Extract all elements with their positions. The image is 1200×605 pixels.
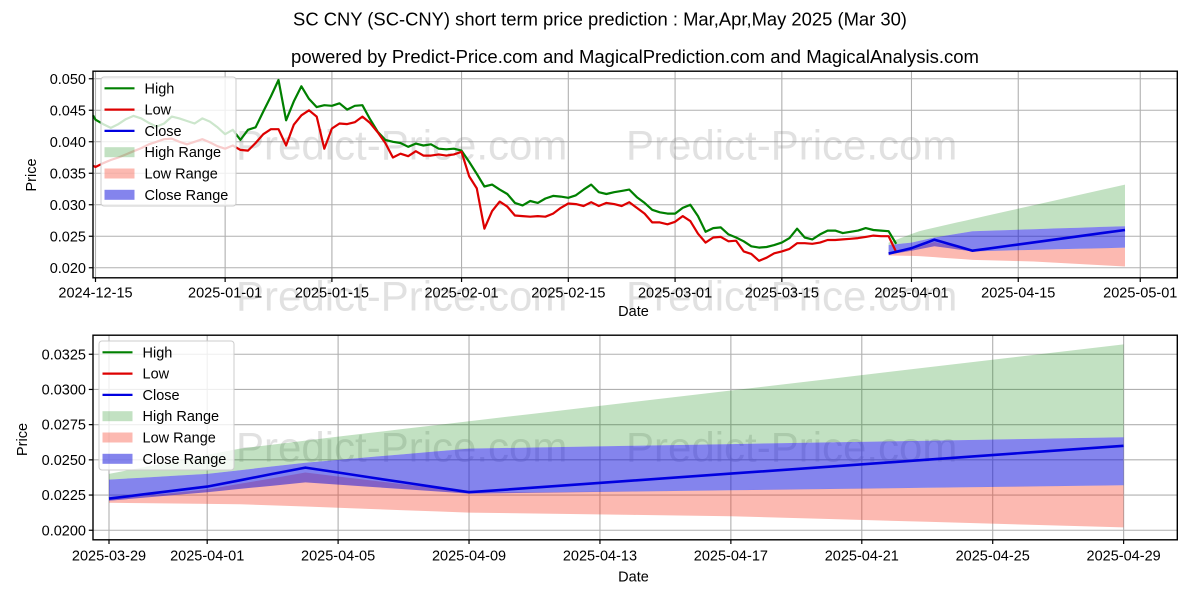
svg-text:0.030: 0.030 bbox=[50, 198, 86, 214]
svg-text:2025-05-01: 2025-05-01 bbox=[1103, 286, 1177, 302]
svg-text:2024-12-15: 2024-12-15 bbox=[58, 286, 132, 302]
svg-text:SC CNY (SC-CNY) short term pri: SC CNY (SC-CNY) short term price predict… bbox=[293, 9, 907, 30]
svg-text:0.0250: 0.0250 bbox=[42, 453, 86, 469]
svg-text:2025-03-01: 2025-03-01 bbox=[638, 286, 712, 302]
svg-text:2025-04-21: 2025-04-21 bbox=[825, 549, 899, 565]
svg-text:0.0325: 0.0325 bbox=[42, 347, 86, 363]
svg-text:0.045: 0.045 bbox=[50, 103, 86, 119]
svg-text:Close Range: Close Range bbox=[143, 452, 227, 468]
svg-text:Predict-Price.com: Predict-Price.com bbox=[236, 273, 567, 320]
svg-text:Price: Price bbox=[24, 158, 40, 191]
svg-text:powered by Predict-Price.com a: powered by Predict-Price.com and Magical… bbox=[291, 46, 979, 67]
svg-text:Close Range: Close Range bbox=[145, 188, 229, 204]
svg-text:2025-02-15: 2025-02-15 bbox=[531, 286, 605, 302]
svg-text:High: High bbox=[145, 81, 175, 97]
svg-text:0.0225: 0.0225 bbox=[42, 488, 86, 504]
svg-text:2025-01-01: 2025-01-01 bbox=[188, 286, 262, 302]
svg-text:Date: Date bbox=[618, 570, 649, 586]
svg-text:0.025: 0.025 bbox=[50, 229, 86, 245]
svg-text:Close: Close bbox=[143, 388, 180, 404]
svg-text:2025-04-29: 2025-04-29 bbox=[1087, 549, 1161, 565]
svg-text:Date: Date bbox=[618, 304, 649, 320]
svg-text:Low: Low bbox=[143, 367, 170, 383]
svg-text:2025-04-17: 2025-04-17 bbox=[694, 549, 768, 565]
svg-text:0.050: 0.050 bbox=[50, 72, 86, 88]
svg-text:2025-04-13: 2025-04-13 bbox=[563, 549, 637, 565]
svg-text:Low Range: Low Range bbox=[145, 167, 218, 183]
svg-text:High Range: High Range bbox=[145, 145, 222, 161]
svg-text:High: High bbox=[143, 345, 173, 361]
svg-text:Predict-Price.com: Predict-Price.com bbox=[626, 273, 957, 320]
svg-text:Price: Price bbox=[15, 423, 31, 456]
svg-text:2025-04-25: 2025-04-25 bbox=[956, 549, 1030, 565]
svg-text:0.020: 0.020 bbox=[50, 261, 86, 277]
svg-text:0.0300: 0.0300 bbox=[42, 382, 86, 398]
svg-text:2025-02-01: 2025-02-01 bbox=[424, 286, 498, 302]
svg-text:2025-04-15: 2025-04-15 bbox=[981, 286, 1055, 302]
svg-text:0.035: 0.035 bbox=[50, 166, 86, 182]
svg-text:2025-03-29: 2025-03-29 bbox=[72, 549, 146, 565]
svg-text:Low: Low bbox=[145, 103, 172, 119]
svg-text:2025-01-15: 2025-01-15 bbox=[295, 286, 369, 302]
svg-text:0.0275: 0.0275 bbox=[42, 418, 86, 434]
svg-text:2025-04-01: 2025-04-01 bbox=[170, 549, 244, 565]
svg-text:2025-04-01: 2025-04-01 bbox=[874, 286, 948, 302]
svg-text:High Range: High Range bbox=[143, 409, 220, 425]
svg-text:Predict-Price.com: Predict-Price.com bbox=[626, 122, 957, 169]
svg-text:Close: Close bbox=[145, 124, 182, 140]
svg-text:2025-03-15: 2025-03-15 bbox=[745, 286, 819, 302]
svg-text:2025-04-05: 2025-04-05 bbox=[301, 549, 375, 565]
svg-text:2025-04-09: 2025-04-09 bbox=[432, 549, 506, 565]
svg-text:0.040: 0.040 bbox=[50, 135, 86, 151]
svg-text:0.0200: 0.0200 bbox=[42, 523, 86, 539]
svg-text:Low Range: Low Range bbox=[143, 431, 216, 447]
